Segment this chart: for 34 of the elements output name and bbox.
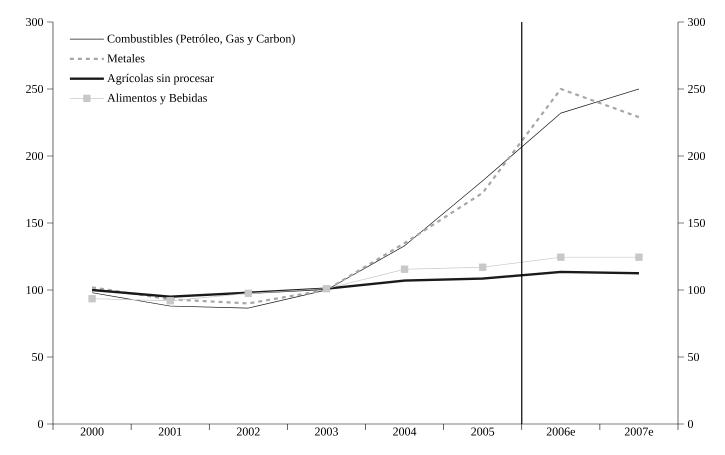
legend-label: Agrícolas sin procesar (107, 74, 214, 85)
x-tick-label: 2005 (471, 428, 494, 436)
point (88, 295, 96, 302)
legend-label: Combustibles (Petróleo, Gas y Carbon) (108, 34, 295, 46)
point (166, 297, 174, 304)
y2-tick-label: 0 (688, 420, 694, 428)
y-tick-label: 50 (32, 352, 44, 362)
point (635, 253, 643, 261)
y-tick-label: 250 (26, 84, 44, 94)
y2-tick-label: 50 (688, 352, 700, 362)
legend-label: Alimentos y Bebidas (107, 94, 207, 104)
x-tick-label: 2004 (393, 428, 416, 436)
point (400, 266, 408, 273)
point (244, 290, 252, 298)
x-tick-label: 2000 (80, 428, 104, 436)
x-tick-label: 2003 (315, 428, 338, 436)
y-tick-label: 150 (26, 218, 44, 228)
y-tick-label: 0 (38, 420, 44, 428)
legend-label: Metales (107, 54, 145, 62)
x-tick-label: 2001 (158, 428, 182, 436)
point (322, 284, 330, 292)
y2-tick-label: 300 (688, 18, 705, 26)
x-tick-label: 2006e (546, 428, 576, 436)
point (557, 253, 565, 261)
x-tick-label: 2002 (236, 428, 260, 436)
y-tick-label: 300 (26, 18, 44, 26)
y-tick-label: 200 (26, 152, 44, 160)
y2-tick-label: 200 (688, 152, 705, 160)
y2-tick-label: 250 (688, 84, 705, 94)
x-tick-label: 2007e (624, 428, 654, 436)
point (479, 264, 486, 271)
y2-tick-label: 100 (688, 286, 705, 294)
y-tick-label: 100 (26, 286, 44, 294)
y2-tick-label: 150 (688, 218, 705, 228)
